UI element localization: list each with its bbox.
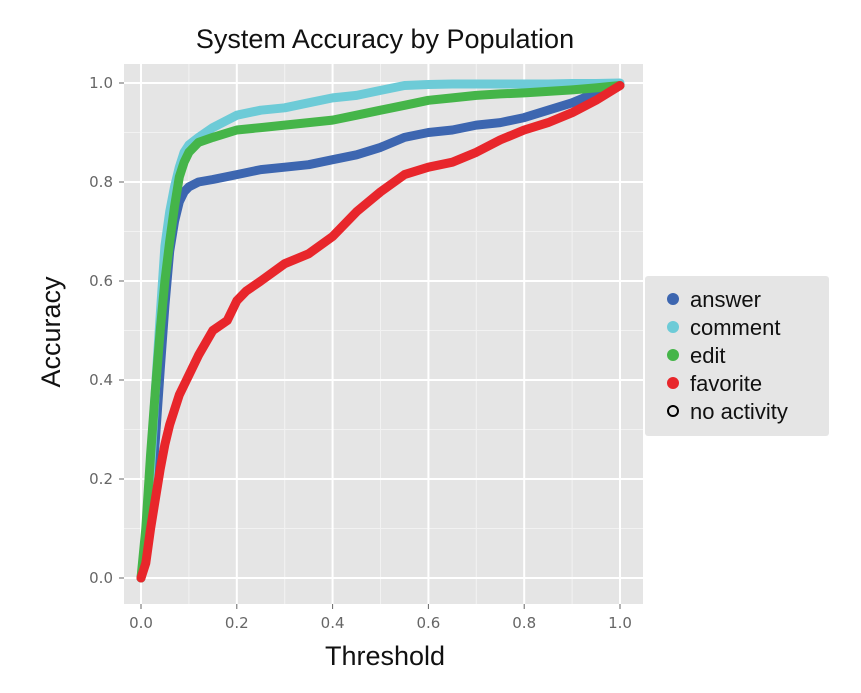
y-tick-label: 0.6 <box>89 272 113 290</box>
x-tick-label: 0.8 <box>512 614 536 632</box>
x-tick-label: 0.0 <box>129 614 153 632</box>
legend-label-no-activity: no activity <box>690 399 788 424</box>
y-tick-label: 1.0 <box>89 74 113 92</box>
y-tick-label: 0.2 <box>89 470 113 488</box>
series-line-edit <box>136 81 625 583</box>
y-tick-label: 0.8 <box>89 173 113 191</box>
axis-ticks: 0.0 0.2 0.4 0.6 0.8 1.0 0.0 0.2 0.4 0.6 0.8 1.0 <box>89 74 632 632</box>
y-tick-label: 0.4 <box>89 371 113 389</box>
y-axis-title: Accuracy <box>36 276 66 388</box>
legend-marker-comment <box>667 321 679 333</box>
legend: answer comment edit favorite no activity <box>645 276 829 436</box>
legend-marker-no-activity <box>667 405 679 417</box>
y-tick-label: 0.0 <box>89 569 113 587</box>
x-axis-title: Threshold <box>325 641 445 671</box>
x-tick-label: 1.0 <box>608 614 632 632</box>
legend-label-answer: answer <box>690 287 761 312</box>
legend-marker-favorite <box>667 377 679 389</box>
legend-marker-answer <box>667 293 679 305</box>
legend-marker-edit <box>667 349 679 361</box>
x-tick-label: 0.4 <box>321 614 345 632</box>
legend-label-favorite: favorite <box>690 371 762 396</box>
legend-background <box>645 276 829 436</box>
grid-lines <box>124 64 643 604</box>
legend-label-comment: comment <box>690 315 780 340</box>
series-line-favorite <box>136 81 625 583</box>
series-lines <box>136 78 625 583</box>
legend-items: answer comment edit favorite no activity <box>667 287 788 424</box>
legend-label-edit: edit <box>690 343 725 368</box>
x-tick-label: 0.2 <box>225 614 249 632</box>
chart-title: System Accuracy by Population <box>196 24 574 54</box>
x-tick-label: 0.6 <box>416 614 440 632</box>
